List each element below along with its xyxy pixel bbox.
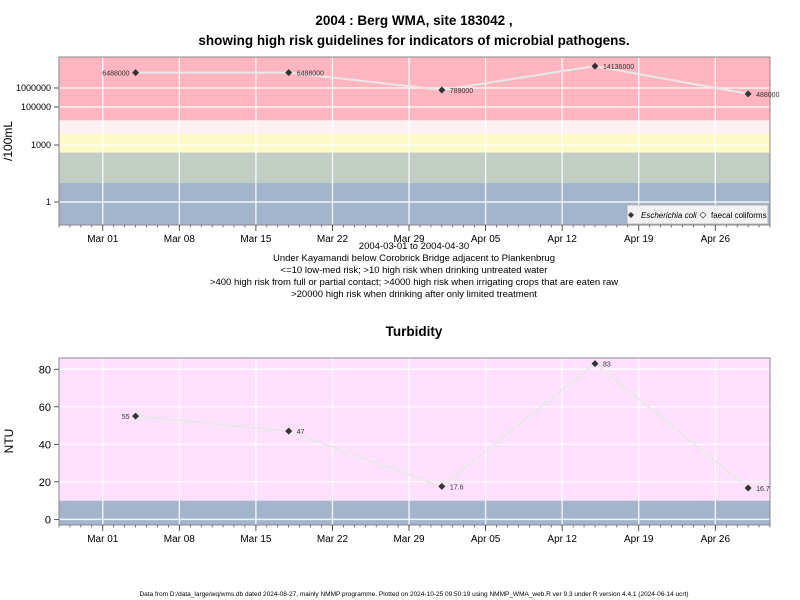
top-gridlines bbox=[59, 57, 770, 225]
x-tick-label: Mar 29 bbox=[393, 234, 425, 245]
y-tick-label: 80 bbox=[39, 364, 51, 376]
x-tick-label: Apr 12 bbox=[547, 234, 577, 245]
top-series: 6488000 6488000 789000 14136000 488000 bbox=[102, 62, 780, 99]
top-y-axis: 1 1000 100000 1000000 bbox=[16, 83, 59, 207]
caption-line-5: >20000 high risk when drinking after onl… bbox=[291, 289, 537, 300]
data-label: 55 bbox=[122, 414, 130, 421]
legend-box bbox=[626, 204, 769, 225]
data-point bbox=[132, 412, 140, 420]
x-tick-label: Mar 08 bbox=[164, 234, 196, 245]
y-tick-label: 20 bbox=[39, 477, 51, 489]
x-tick-label: Apr 05 bbox=[471, 234, 501, 245]
top-legend: Escherichia coli faecal coliforms bbox=[626, 204, 769, 225]
risk-band-0 bbox=[59, 500, 770, 525]
x-tick-label: Mar 15 bbox=[240, 234, 272, 245]
y-tick-label: 0 bbox=[45, 514, 51, 526]
turbidity-title: Turbidity bbox=[386, 324, 443, 339]
data-point bbox=[591, 360, 599, 368]
turbidity-x-axis: Mar 01 Mar 08 Mar 15 Mar 22 Mar 29 Apr 05 Apr … bbox=[58, 525, 771, 545]
data-label: 47 bbox=[297, 429, 305, 436]
data-point bbox=[285, 69, 293, 77]
top-risk-bands bbox=[59, 57, 770, 225]
risk-band-1 bbox=[59, 152, 770, 183]
data-label: 14136000 bbox=[603, 64, 634, 71]
turbidity-plot-frame bbox=[58, 357, 771, 526]
x-tick-label: Mar 01 bbox=[87, 534, 119, 545]
data-point bbox=[438, 482, 446, 490]
data-point bbox=[744, 90, 752, 98]
x-tick-label: Apr 12 bbox=[547, 534, 577, 545]
x-tick-label: Apr 05 bbox=[471, 534, 501, 545]
x-tick-label: Mar 01 bbox=[87, 234, 119, 245]
x-tick-label: Mar 15 bbox=[240, 534, 272, 545]
data-point bbox=[744, 484, 752, 492]
caption-line-1: 2004-03-01 to 2004-04-30 bbox=[359, 241, 469, 252]
turbidity-series: 55 47 17.6 83 16.7 bbox=[122, 360, 770, 493]
data-label: 488000 bbox=[756, 92, 779, 99]
y-tick-label: 1 bbox=[46, 197, 51, 207]
x-tick-label: Apr 19 bbox=[624, 234, 654, 245]
x-tick-label: Apr 26 bbox=[701, 234, 731, 245]
turbidity-y-axis-label: NTU bbox=[2, 429, 16, 454]
data-label: 789000 bbox=[450, 88, 473, 95]
chart-title-line1: 2004 : Berg WMA, site 183042 , bbox=[315, 13, 512, 28]
data-point bbox=[438, 86, 446, 94]
data-label: 16.7 bbox=[756, 486, 770, 493]
caption-line-4: >400 high risk from full or partial cont… bbox=[210, 277, 618, 288]
x-tick-label: Mar 22 bbox=[317, 234, 349, 245]
turbidity-bands bbox=[59, 358, 770, 525]
data-point bbox=[285, 427, 293, 435]
data-point bbox=[591, 62, 599, 70]
y-tick-label: 60 bbox=[39, 402, 51, 414]
top-caption: 2004-03-01 to 2004-04-30 Under Kayamandi… bbox=[210, 241, 618, 300]
legend-label-faecal: faecal coliforms bbox=[711, 211, 767, 220]
data-label: 6488000 bbox=[102, 71, 129, 78]
data-point bbox=[132, 69, 140, 77]
turbidity-y-axis: 0 20 40 60 80 bbox=[39, 364, 59, 526]
data-label: 6488000 bbox=[297, 71, 324, 78]
chart-title-line2: showing high risk guidelines for indicat… bbox=[198, 33, 629, 48]
risk-band-2 bbox=[59, 133, 770, 153]
footer-note: Data from D:/data_large/wq/wms.db dated … bbox=[139, 591, 688, 598]
data-label: 83 bbox=[603, 362, 611, 369]
legend-marker-ecoli bbox=[628, 212, 634, 218]
top-y-axis-label: /100mL bbox=[1, 121, 15, 161]
x-tick-label: Apr 26 bbox=[701, 534, 731, 545]
data-label: 17.6 bbox=[450, 484, 464, 491]
x-tick-label: Mar 08 bbox=[164, 534, 196, 545]
chart-title: 2004 : Berg WMA, site 183042 , showing h… bbox=[198, 13, 629, 48]
x-tick-label: Mar 29 bbox=[393, 534, 425, 545]
y-tick-label: 1000000 bbox=[16, 83, 51, 93]
y-tick-label: 1000 bbox=[31, 140, 51, 150]
caption-line-2: Under Kayamandi below Corobrick Bridge a… bbox=[273, 253, 555, 264]
legend-label-ecoli: Escherichia coli bbox=[641, 211, 697, 220]
top-x-axis: Mar 01 Mar 08 Mar 15 Mar 22 Mar 29 Apr 05 Apr … bbox=[58, 225, 771, 245]
risk-band-3 bbox=[59, 120, 770, 134]
x-tick-label: Apr 19 bbox=[624, 534, 654, 545]
y-tick-label: 40 bbox=[39, 439, 51, 451]
top-plot-frame bbox=[58, 56, 771, 226]
caption-line-3: <=10 low-med risk; >10 high risk when dr… bbox=[281, 265, 548, 276]
y-tick-label: 100000 bbox=[21, 102, 51, 112]
x-tick-label: Mar 22 bbox=[317, 534, 349, 545]
risk-band-1 bbox=[59, 358, 770, 501]
turbidity-gridlines bbox=[59, 358, 770, 525]
legend-marker-faecal bbox=[699, 211, 707, 219]
